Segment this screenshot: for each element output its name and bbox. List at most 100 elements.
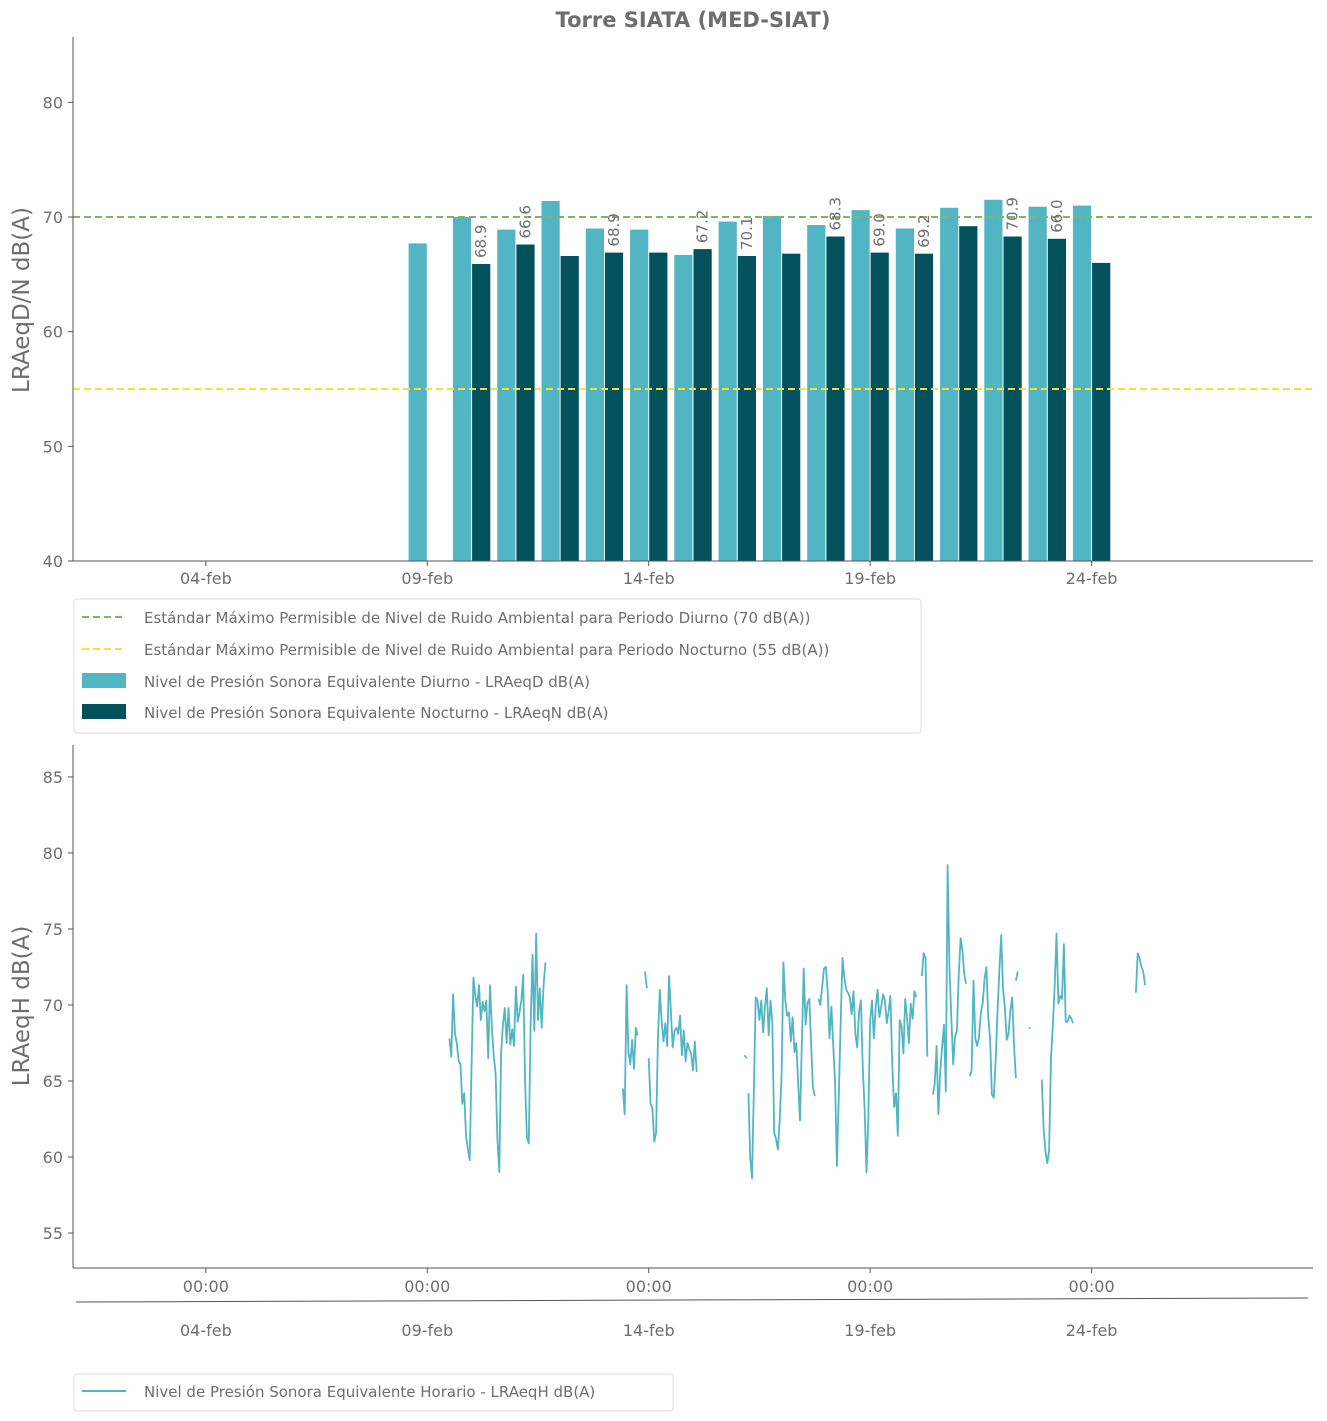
bar-day [408, 243, 427, 561]
bar-data-label: 67.2 [694, 210, 712, 243]
bar-day [541, 201, 560, 561]
y-tick-label: 70 [43, 996, 63, 1015]
y-tick-label: 80 [43, 844, 63, 863]
y-tick-label: 75 [43, 920, 63, 939]
bar-chart-panel: 68.9 66.6 68.9 67.2 70.1 68.3 69.0 69.2 70.9 66.0… [9, 37, 1313, 588]
bar-day [674, 254, 693, 561]
x-tick-time-label: 00:00 [1069, 1277, 1115, 1296]
line-plot-area [448, 864, 1146, 1180]
hourly-line-segment [1040, 932, 1074, 1164]
bar-y-ticks: 40 50 60 70 80 [43, 93, 73, 571]
legend-hourly-label: Nivel de Presión Sonora Equivalente Hora… [144, 1383, 595, 1401]
bar-night [1047, 238, 1066, 562]
legend-night-swatch [82, 704, 126, 719]
bar-day [984, 199, 1003, 562]
bar-night [737, 256, 756, 561]
bar-day [585, 228, 604, 561]
line-y-axis-label: LRAeqH dB(A) [9, 926, 35, 1087]
bar-night [959, 226, 978, 561]
bar-night [782, 253, 801, 561]
hourly-line-segment [743, 1054, 748, 1059]
x-tick-date-label: 24-feb [1066, 1321, 1118, 1340]
bar-day [630, 229, 649, 561]
bar-data-label: 66.6 [516, 205, 534, 238]
hourly-line-segment [817, 956, 918, 1174]
bar-day [497, 229, 516, 561]
line-x-ticks: 00:00 04-feb 00:00 09-feb 00:00 14-feb 00:00 19… [180, 1268, 1117, 1340]
x-tick-label: 09-feb [401, 569, 453, 588]
bar-plot-area: 68.9 66.6 68.9 67.2 70.1 68.3 69.0 69.2 70.9 66.0 [73, 197, 1313, 562]
line-legend: Nivel de Presión Sonora Equivalente Hora… [73, 1373, 674, 1412]
bar-day [718, 221, 737, 561]
hourly-line-segment [747, 961, 816, 1180]
y-tick-label: 65 [43, 1072, 63, 1091]
x-tick-label: 14-feb [623, 569, 675, 588]
y-tick-label: 50 [43, 437, 63, 456]
bar-day [1028, 206, 1047, 561]
bar-legend: Estándar Máximo Permisible de Nivel de R… [73, 598, 922, 734]
bar-night [1003, 236, 1022, 561]
bar-day [1072, 205, 1092, 561]
y-tick-label: 40 [43, 552, 63, 571]
bar-day [895, 228, 914, 561]
x-tick-date-label: 09-feb [401, 1321, 453, 1340]
bar-night [1092, 262, 1111, 561]
bar-night [826, 236, 845, 561]
bar-data-label: 69.0 [871, 213, 889, 246]
legend-day-swatch [82, 673, 126, 688]
bar-y-axis-label: LRAeqD/N dB(A) [9, 207, 35, 393]
bar-data-label: 68.3 [826, 197, 844, 230]
bar-day [940, 207, 959, 562]
hourly-line-segment [448, 932, 547, 1174]
chart-title: Torre SIATA (MED-SIAT) [556, 8, 831, 32]
y-tick-label: 55 [43, 1224, 63, 1243]
x-tick-date-label: 19-feb [844, 1321, 896, 1340]
x-tick-time-label: 00:00 [626, 1277, 672, 1296]
bar-night [516, 244, 535, 561]
bar-night [914, 253, 934, 561]
line-y-ticks: 55 60 65 70 75 80 85 [43, 768, 73, 1243]
hourly-line-segment [932, 864, 967, 1116]
hourly-line-segment [647, 975, 698, 1143]
hourly-line-segment [1135, 952, 1146, 993]
x-tick-time-label: 00:00 [183, 1277, 229, 1296]
x-tick-date-label: 04-feb [180, 1321, 232, 1340]
hourly-line-segment [644, 971, 648, 989]
x-tick-label: 24-feb [1066, 569, 1118, 588]
bar-data-label: 69.2 [915, 214, 933, 247]
x-tick-label: 04-feb [180, 569, 232, 588]
x-tick-date-label: 14-feb [623, 1321, 675, 1340]
legend-night-label: Nivel de Presión Sonora Equivalente Noct… [144, 704, 609, 722]
x-tick-time-label: 00:00 [847, 1277, 893, 1296]
x-tick-time-label: 00:00 [404, 1277, 450, 1296]
y-tick-label: 80 [43, 93, 63, 112]
bar-x-ticks: 04-feb 09-feb 14-feb 19-feb 24-feb [180, 561, 1117, 588]
bar-data-label: 68.9 [605, 213, 623, 246]
bar-data-label: 66.0 [1048, 199, 1066, 232]
bar-night [604, 252, 624, 561]
y-tick-label: 60 [43, 1148, 63, 1167]
bar-night [560, 256, 579, 561]
secondary-x-axis [75, 1297, 1309, 1303]
hourly-line-segment [1015, 971, 1019, 981]
hourly-line-segment [968, 934, 1017, 1099]
y-tick-label: 60 [43, 323, 63, 342]
legend-night-standard-label: Estándar Máximo Permisible de Nivel de R… [144, 641, 829, 659]
bar-day [851, 210, 870, 561]
legend-day-label: Nivel de Presión Sonora Equivalente Diur… [144, 673, 590, 691]
hourly-line-segment [920, 952, 929, 1057]
bar-night [693, 249, 712, 561]
bar-night [870, 252, 889, 561]
bar-day [807, 225, 826, 561]
bar-data-label: 68.9 [472, 225, 490, 258]
bar-data-label: 70.9 [1004, 197, 1022, 230]
bar-night [649, 252, 668, 561]
bar-legend-box [73, 598, 922, 734]
legend-day-standard-label: Estándar Máximo Permisible de Nivel de R… [144, 609, 810, 627]
y-tick-label: 85 [43, 768, 63, 787]
bar-night [472, 264, 491, 561]
bar-data-label: 70.1 [738, 217, 756, 250]
y-tick-label: 70 [43, 208, 63, 227]
